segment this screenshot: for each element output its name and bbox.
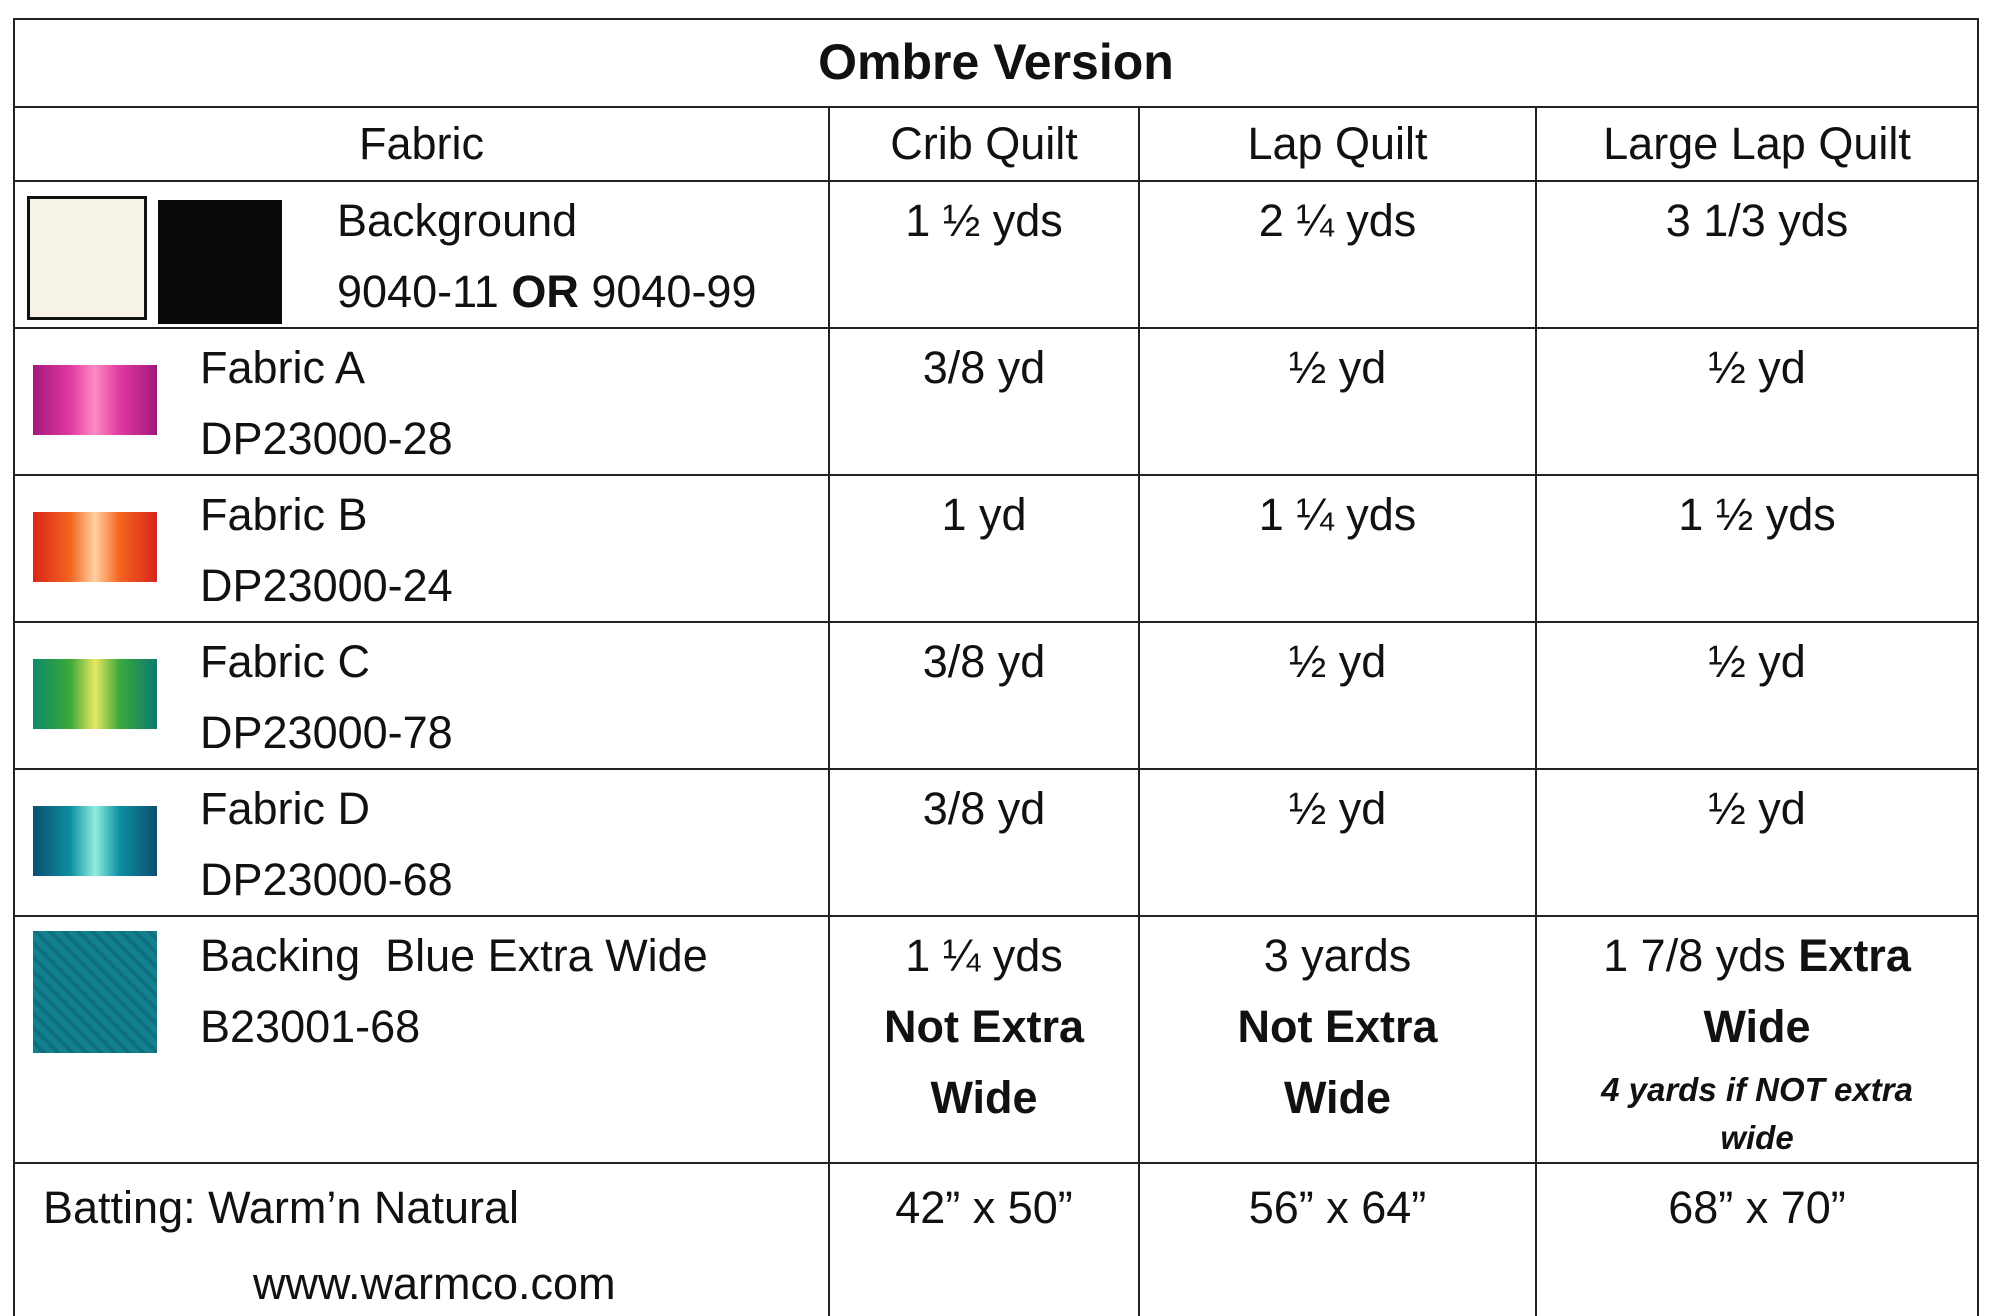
fabric-code: DP23000-68 (200, 854, 453, 905)
crib-cell: 1 ¼ yds Not Extra Wide (828, 915, 1140, 1164)
fabric-name: Fabric D (200, 783, 371, 834)
large-lap-cell: ½ yd (1534, 621, 1980, 770)
fabric-cell: Background 9040-11 OR 9040-99 (13, 180, 830, 329)
header-cell: Lap Quilt (1138, 106, 1537, 182)
swatch (33, 806, 157, 876)
title-row: Ombre Version (12, 18, 1980, 108)
small-note: 4 yards if NOT extra wide (1601, 1071, 1913, 1156)
swatch (33, 365, 157, 435)
amount: 3 yards (1263, 930, 1412, 981)
lap-cell: 3 yards Not Extra Wide (1138, 915, 1537, 1164)
fabric-name: Backing Blue Extra Wide (200, 930, 708, 981)
fabric-name: Batting: Warm’n Natural (43, 1182, 519, 1233)
header-row: Fabric Crib Quilt Lap Quilt Large Lap Qu… (13, 106, 1980, 182)
fabric-text: Fabric A DP23000-28 (15, 329, 828, 474)
lap-cell: 1 ¼ yds (1138, 474, 1537, 623)
fabric-name: Fabric A (200, 342, 366, 393)
lap-cell: ½ yd (1138, 327, 1537, 476)
large-lap-cell: 1 ½ yds (1534, 474, 1980, 623)
fabric-code: DP23000-24 (200, 560, 453, 611)
header-cell: Large Lap Quilt (1534, 106, 1980, 182)
code: 9040-11 (337, 266, 499, 317)
crib-cell: 3/8 yd (828, 621, 1140, 770)
large-lap-cell: 1 7/8 yds Extra Wide 4 yards if NOT extra… (1534, 915, 1980, 1164)
lap-cell: 2 ¼ yds (1138, 180, 1537, 329)
crib-cell: 1 ½ yds (828, 180, 1140, 329)
row: Background 9040-11 OR 9040-99 1 ½ yds 2 … (13, 180, 1980, 329)
swatch-black (158, 200, 282, 324)
fabric-table: Ombre Version Fabric Crib Quilt Lap Quil… (12, 18, 1980, 1316)
swatch (33, 512, 157, 582)
note: Extra Wide (1703, 930, 1911, 1052)
fabric-code: DP23000-78 (200, 707, 453, 758)
fabric-cell: Fabric C DP23000-78 (13, 621, 830, 770)
table-title: Ombre Version (12, 18, 1980, 108)
fabric-name: Fabric C (200, 636, 371, 687)
fabric-name: Fabric B (200, 489, 368, 540)
lap-cell: ½ yd (1138, 768, 1537, 917)
lap-cell: 56” x 64” (1138, 1162, 1537, 1316)
row: Fabric B DP23000-24 1 yd 1 ¼ yds 1 ½ yds (13, 474, 1980, 623)
row: Fabric D DP23000-68 3/8 yd ½ yd ½ yd (13, 768, 1980, 917)
large-lap-cell: 68” x 70” (1534, 1162, 1980, 1316)
fabric-text: Fabric B DP23000-24 (15, 476, 828, 621)
swatch (33, 659, 157, 729)
header-cell: Crib Quilt (828, 106, 1140, 182)
fabric-cell: Batting: Warm’n Natural www.warmco.com (13, 1162, 830, 1316)
amount: 1 7/8 yds (1603, 930, 1786, 981)
fabric-code: B23001-68 (200, 1001, 421, 1052)
row: Batting: Warm’n Natural www.warmco.com 4… (13, 1162, 1980, 1316)
row: Fabric A DP23000-28 3/8 yd ½ yd ½ yd (13, 327, 1980, 476)
row: Backing Blue Extra Wide B23001-68 1 ¼ yds… (13, 915, 1980, 1164)
code: 9040-99 (591, 266, 757, 317)
crib-cell: 42” x 50” (828, 1162, 1140, 1316)
large-lap-cell: ½ yd (1534, 768, 1980, 917)
fabric-code: 9040-11 OR 9040-99 (337, 256, 828, 327)
code-or: OR (511, 266, 579, 317)
fabric-cell: Backing Blue Extra Wide B23001-68 (13, 915, 830, 1164)
row: Fabric C DP23000-78 3/8 yd ½ yd ½ yd (13, 621, 1980, 770)
fabric-code: www.warmco.com (253, 1258, 616, 1309)
fabric-text: Fabric D DP23000-68 (15, 770, 828, 915)
fabric-code: DP23000-28 (200, 413, 453, 464)
fabric-text: Background 9040-11 OR 9040-99 (15, 182, 828, 327)
amount: 1 ¼ yds (905, 930, 1063, 981)
swatch (33, 931, 157, 1053)
note: Not Extra Wide (1237, 1001, 1438, 1123)
crib-cell: 3/8 yd (828, 768, 1140, 917)
header-cell: Fabric (13, 106, 830, 182)
fabric-cell: Fabric A DP23000-28 (13, 327, 830, 476)
lap-cell: ½ yd (1138, 621, 1537, 770)
crib-cell: 3/8 yd (828, 327, 1140, 476)
crib-cell: 1 yd (828, 474, 1140, 623)
large-lap-cell: ½ yd (1534, 327, 1980, 476)
amount-line: 1 7/8 yds Extra Wide (1537, 920, 1977, 1062)
fabric-cell: Fabric B DP23000-24 (13, 474, 830, 623)
fabric-cell: Fabric D DP23000-68 (13, 768, 830, 917)
note: Not Extra Wide (883, 1001, 1085, 1123)
fabric-text: Fabric C DP23000-78 (15, 623, 828, 768)
fabric-text: Backing Blue Extra Wide B23001-68 (15, 917, 828, 1062)
swatch-cream (27, 196, 147, 320)
fabric-name: Background (337, 195, 578, 246)
large-lap-cell: 3 1/3 yds (1534, 180, 1980, 329)
